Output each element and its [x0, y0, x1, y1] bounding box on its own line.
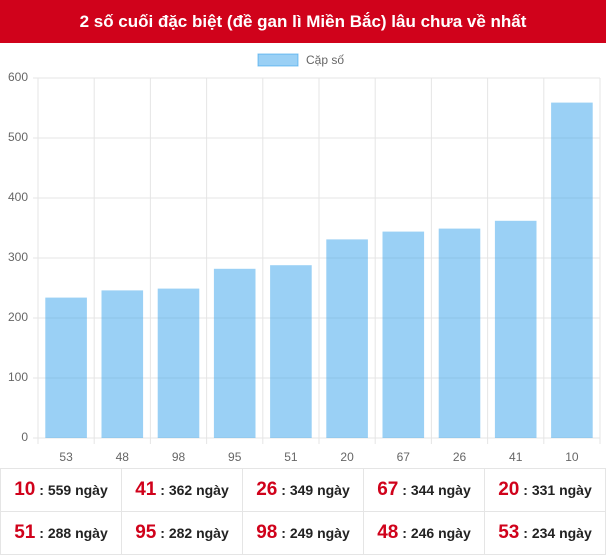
- y-tick-label: 100: [8, 370, 28, 384]
- header: 2 số cuối đặc biệt (đề gan lì Miền Bắc) …: [0, 0, 606, 43]
- days-text: : 282 ngày: [160, 525, 229, 541]
- pair-number: 26: [256, 479, 278, 500]
- table-cell: 67 : 344 ngày: [363, 468, 485, 512]
- x-tick-label: 95: [228, 450, 242, 464]
- bar: [213, 268, 256, 438]
- table-cell: 51 : 288 ngày: [0, 511, 122, 555]
- pair-number: 98: [256, 522, 278, 543]
- x-tick-label: 67: [397, 450, 411, 464]
- table-cell: 53 : 234 ngày: [484, 511, 606, 555]
- days-text: : 331 ngày: [523, 482, 592, 498]
- x-tick-label: 51: [284, 450, 298, 464]
- bar: [45, 297, 87, 438]
- days-text: : 234 ngày: [523, 525, 592, 541]
- x-tick-label: 41: [509, 450, 523, 464]
- x-tick-label: 20: [340, 450, 354, 464]
- bar: [494, 220, 537, 438]
- legend-swatch: [257, 53, 299, 67]
- y-tick-label: 200: [8, 310, 28, 324]
- y-tick-label: 500: [8, 130, 28, 144]
- x-tick-label: 53: [59, 450, 73, 464]
- x-tick-label: 26: [453, 450, 467, 464]
- days-text: : 559 ngày: [39, 482, 108, 498]
- table-cell: 26 : 349 ngày: [242, 468, 364, 512]
- days-text: : 349 ngày: [281, 482, 350, 498]
- table-row: 10 : 559 ngày 41 : 362 ngày 26 : 349 ngày 6…: [0, 468, 606, 512]
- days-text: : 344 ngày: [402, 482, 471, 498]
- results-table: 10 : 559 ngày 41 : 362 ngày 26 : 349 ngày 6…: [0, 468, 606, 555]
- x-tick-label: 98: [172, 450, 186, 464]
- days-text: : 362 ngày: [160, 482, 229, 498]
- table-cell: 41 : 362 ngày: [121, 468, 243, 512]
- pair-number: 95: [135, 522, 157, 543]
- bar: [551, 102, 593, 438]
- bar: [157, 288, 200, 438]
- y-tick-label: 400: [8, 190, 28, 204]
- pair-number: 51: [14, 522, 36, 543]
- pair-number: 41: [135, 479, 157, 500]
- table-cell: 95 : 282 ngày: [121, 511, 243, 555]
- pair-number: 48: [377, 522, 399, 543]
- bar: [382, 231, 425, 438]
- pair-number: 10: [14, 479, 36, 500]
- y-tick-label: 300: [8, 250, 28, 264]
- days-text: : 288 ngày: [39, 525, 108, 541]
- x-tick-label: 10: [565, 450, 579, 464]
- days-text: : 246 ngày: [402, 525, 471, 541]
- y-tick-label: 600: [8, 70, 28, 84]
- days-text: : 249 ngày: [281, 525, 350, 541]
- bar: [326, 239, 368, 438]
- table-cell: 98 : 249 ngày: [242, 511, 364, 555]
- pair-number: 67: [377, 479, 399, 500]
- legend-label: Cặp số: [306, 53, 344, 67]
- x-tick-label: 48: [116, 450, 130, 464]
- pair-number: 53: [498, 522, 520, 543]
- bar: [270, 265, 312, 438]
- table-cell: 48 : 246 ngày: [363, 511, 485, 555]
- table-cell: 20 : 331 ngày: [484, 468, 606, 512]
- table-cell: 10 : 559 ngày: [0, 468, 122, 512]
- title: 2 số cuối đặc biệt (đề gan lì Miền Bắc) …: [79, 11, 527, 31]
- chart: Cặp số 0 100 200 300 400 500 600 53 48 98 95 51 20 67 2…: [8, 53, 601, 464]
- table-row: 51 : 288 ngày 95 : 282 ngày 98 : 249 ngày 4…: [0, 511, 606, 555]
- bar: [101, 290, 144, 438]
- y-tick-label: 0: [21, 430, 28, 444]
- pair-number: 20: [498, 479, 520, 500]
- bar: [438, 228, 481, 438]
